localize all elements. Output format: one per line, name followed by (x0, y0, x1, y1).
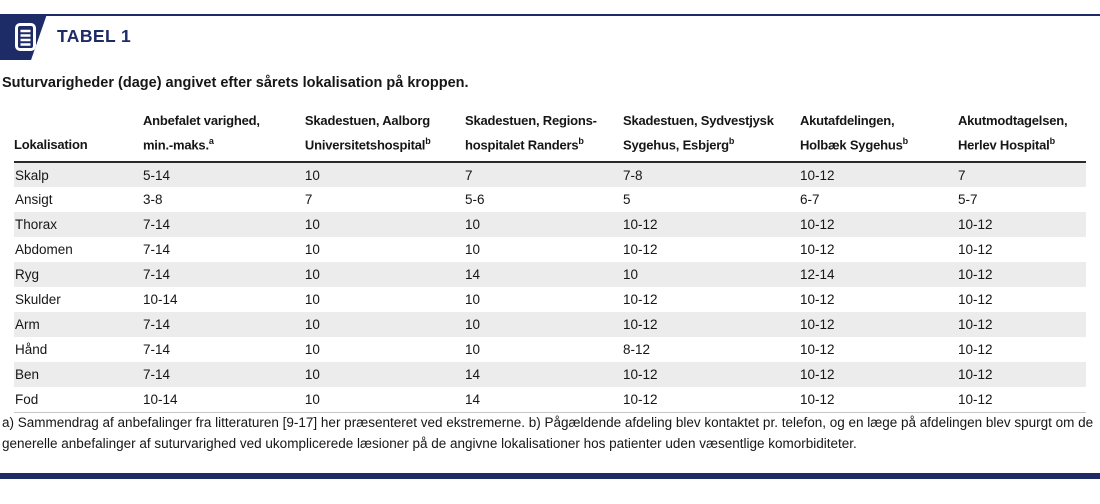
duration-cell: 5-6 (464, 192, 485, 208)
table-row: Skulder 10-14 10 10 10-12 10-12 10-12 (14, 287, 1086, 312)
duration-cell: 10-12 (957, 267, 993, 283)
duration-cell: 7 (464, 167, 473, 183)
duration-cell: 10-12 (799, 167, 835, 183)
duration-cell: 5-7 (957, 192, 978, 208)
duration-cell: 10-12 (622, 292, 658, 308)
duration-cell: 10-12 (799, 387, 958, 413)
table-row: Ansigt 3-8 7 5-6 5 6-7 5-7 (14, 187, 1086, 212)
duration-cell: 10 (304, 217, 320, 233)
duration-cell: 10 (622, 267, 638, 283)
duration-cell: 7 (304, 192, 313, 208)
duration-cell: 14 (464, 367, 480, 383)
duration-cell: 10-12 (957, 317, 993, 333)
duration-cell: 10 (464, 217, 480, 233)
duration-cell: 10-14 (142, 387, 305, 413)
duration-cell: 10-12 (799, 342, 835, 358)
table-tab (0, 14, 47, 60)
table-number-label: TABEL 1 (57, 26, 132, 46)
duration-cell: 10 (304, 367, 320, 383)
duration-cell: 10 (304, 267, 320, 283)
duration-cell: 5 (622, 192, 631, 208)
table-row: Thorax 7-14 10 10 10-12 10-12 10-12 (14, 212, 1086, 238)
column-header: Lokalisation (14, 111, 143, 164)
duration-cell: 5-14 (142, 167, 170, 183)
row-label: Abdomen (15, 242, 73, 258)
table-row: Fod 10-14 10 14 10-12 10-12 10-12 (14, 387, 1086, 413)
duration-cell: 10-12 (957, 342, 993, 358)
document-lines-icon (15, 23, 36, 51)
row-label: Thorax (15, 217, 58, 233)
row-label: Ryg (15, 267, 40, 283)
duration-cell: 10-12 (799, 367, 835, 383)
bottom-rule (0, 473, 1100, 479)
top-rule (0, 14, 1100, 16)
duration-cell: 10-12 (622, 317, 658, 333)
duration-cell: 12-14 (799, 267, 835, 283)
column-header: Skadestuen, Sydvestjysk Sygehus, Esbjergb (622, 111, 800, 164)
duration-cell: 10-12 (799, 317, 835, 333)
column-header: Anbefalet varighed, min.-maks.a (142, 111, 305, 164)
duration-cell: 10 (304, 167, 320, 183)
duration-cell: 10-14 (142, 292, 178, 308)
table-row: Skalp 5-14 10 7 7-8 10-12 7 (14, 162, 1086, 188)
duration-cell: 10 (304, 292, 320, 308)
duration-cell: 7-14 (142, 342, 170, 358)
duration-cell: 10-12 (799, 242, 835, 258)
row-label: Ansigt (15, 192, 53, 208)
duration-cell: 10 (464, 242, 480, 258)
duration-cell: 7-14 (142, 317, 170, 333)
column-header: Akutafdelingen, Holbæk Sygehusb (799, 111, 958, 164)
duration-cell: 10-12 (622, 387, 800, 413)
duration-cell: 10-12 (957, 242, 993, 258)
duration-cell: 10-12 (957, 217, 993, 233)
row-label: Ben (15, 367, 40, 383)
duration-cell: 7-8 (622, 167, 643, 183)
duration-cell: 14 (464, 267, 480, 283)
duration-cell: 10-12 (799, 217, 835, 233)
duration-cell: 3-8 (142, 192, 163, 208)
duration-cell: 8-12 (622, 342, 650, 358)
row-label: Fod (14, 387, 143, 413)
column-header: Akutmodtagelsen, Herlev Hospitalb (957, 111, 1086, 164)
table-row: Hånd 7-14 10 10 8-12 10-12 10-12 (14, 337, 1086, 362)
suture-duration-table: Lokalisation Anbefalet varighed, min.-maks… (14, 111, 1086, 413)
duration-cell: 10 (304, 317, 320, 333)
duration-cell: 7-14 (142, 242, 170, 258)
duration-cell: 10-12 (622, 242, 658, 258)
column-header: Skadestuen, Aalborg Universitetshospitalb (304, 111, 465, 164)
duration-cell: 10-12 (622, 367, 658, 383)
duration-cell: 10 (304, 342, 320, 358)
duration-cell: 10-12 (957, 292, 993, 308)
duration-cell: 14 (464, 387, 623, 413)
table-footnote: a) Sammendrag af anbefalinger fra litter… (2, 415, 1094, 451)
table-row: Abdomen 7-14 10 10 10-12 10-12 10-12 (14, 237, 1086, 262)
duration-cell: 10-12 (622, 217, 658, 233)
duration-cell: 10 (304, 387, 465, 413)
duration-cell: 10 (464, 292, 480, 308)
duration-cell: 7-14 (142, 267, 170, 283)
column-header: Skadestuen, Regions-hospitalet Randersb (464, 111, 623, 164)
table-row: Ben 7-14 10 14 10-12 10-12 10-12 (14, 362, 1086, 388)
row-label: Skulder (15, 292, 61, 308)
duration-cell: 10-12 (799, 292, 835, 308)
duration-cell: 10-12 (957, 367, 993, 383)
duration-cell: 10 (464, 317, 480, 333)
row-label: Hånd (15, 342, 48, 358)
row-label: Skalp (15, 167, 49, 183)
duration-cell: 10-12 (957, 387, 1086, 413)
duration-cell: 6-7 (799, 192, 820, 208)
table-header: Lokalisation Anbefalet varighed, min.-maks… (14, 111, 1086, 164)
duration-cell: 7-14 (142, 367, 170, 383)
table-row: Arm 7-14 10 10 10-12 10-12 10-12 (14, 312, 1086, 338)
duration-cell: 10 (304, 242, 320, 258)
table-title: Suturvarigheder (dage) angivet efter sår… (2, 75, 469, 91)
duration-cell: 10 (464, 342, 480, 358)
duration-cell: 7 (957, 167, 966, 183)
duration-cell: 7-14 (142, 217, 170, 233)
row-label: Arm (15, 317, 40, 333)
table-row: Ryg 7-14 10 14 10 12-14 10-12 (14, 262, 1086, 288)
data-table-container: Lokalisation Anbefalet varighed, min.-maks… (14, 111, 1086, 413)
